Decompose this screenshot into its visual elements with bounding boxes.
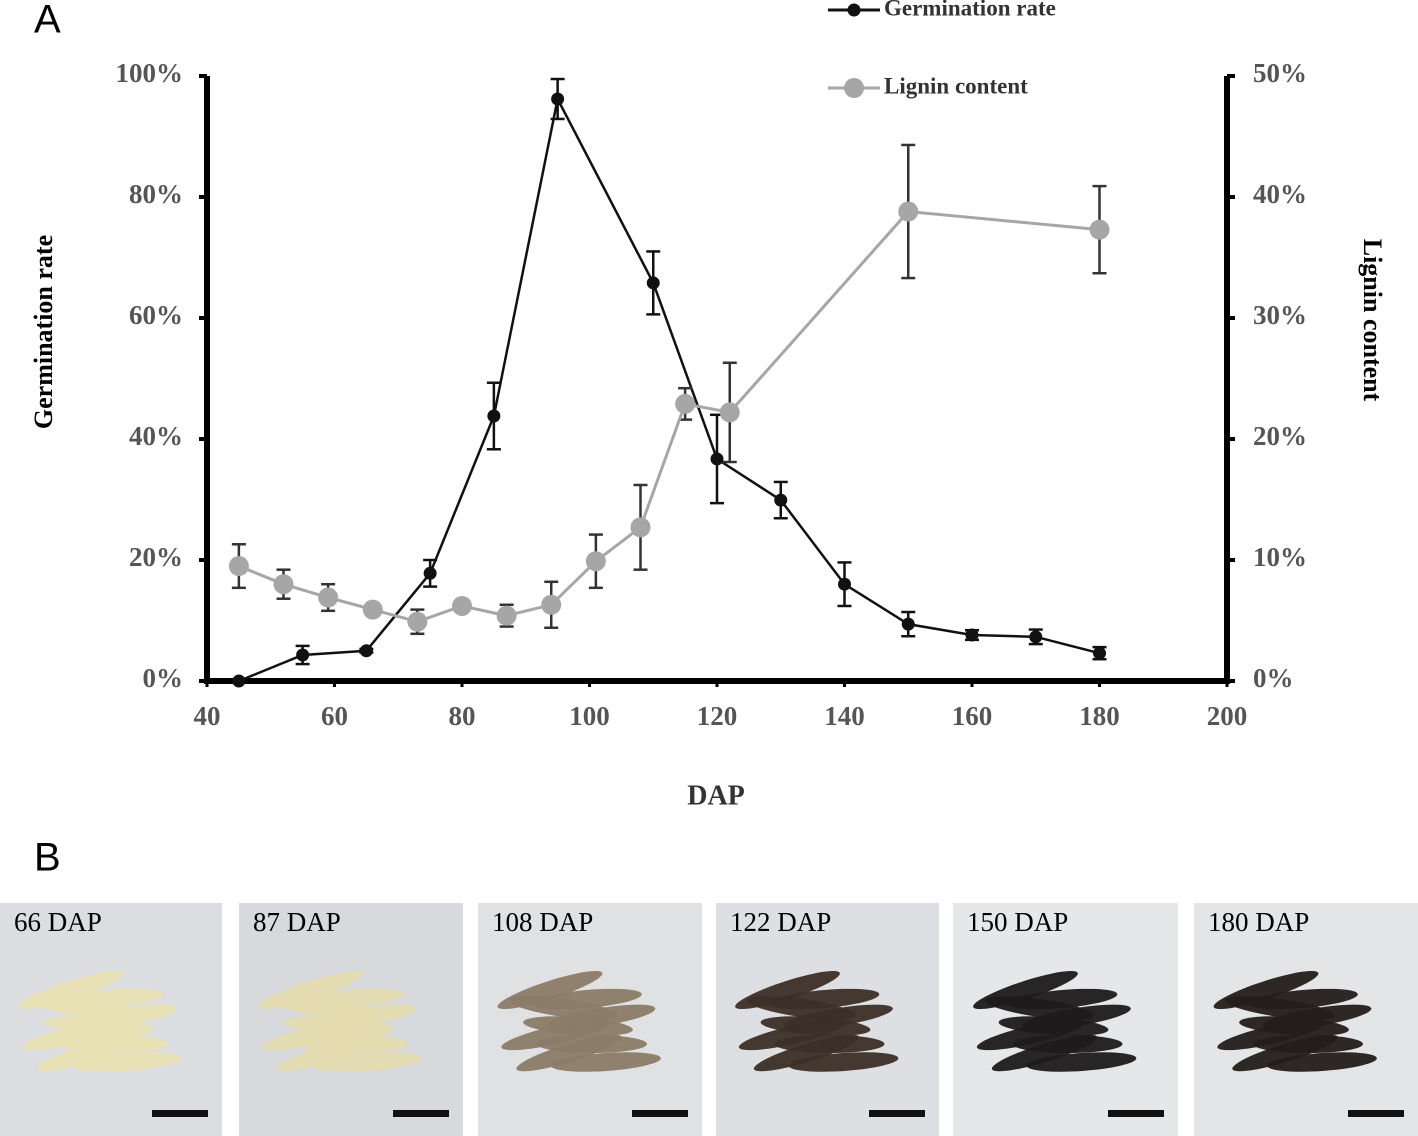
legend-label: Germination rate: [884, 0, 1056, 20]
data-point: [838, 577, 851, 591]
scale-bar: [152, 1110, 208, 1117]
x-tick-label: 200: [1207, 701, 1248, 731]
y2-tick-label: 0%: [1253, 663, 1294, 693]
x-tick-label: 40: [194, 701, 221, 731]
data-point: [630, 517, 651, 538]
data-point: [487, 409, 501, 423]
y2-tick-label: 50%: [1253, 58, 1307, 88]
y-tick-label: 60%: [129, 300, 183, 330]
y2-tick-label: 20%: [1253, 421, 1307, 451]
x-tick-label: 120: [697, 701, 738, 731]
data-point: [359, 644, 373, 658]
x-tick-label: 80: [449, 701, 476, 731]
seed: [991, 1034, 1098, 1072]
seed: [22, 1019, 130, 1051]
data-point: [541, 594, 562, 615]
seed: [277, 1034, 383, 1072]
seed: [1217, 1019, 1325, 1051]
photo-caption: 150 DAP: [967, 907, 1068, 937]
data-point: [496, 605, 517, 626]
x-tick-label: 100: [569, 701, 610, 731]
seed: [738, 1019, 847, 1051]
data-point: [318, 587, 339, 608]
x-axis-label: DAP: [687, 780, 745, 811]
y-tick-label: 100%: [116, 58, 184, 88]
y2-tick-label: 10%: [1253, 542, 1307, 572]
data-point: [407, 611, 428, 632]
seed: [1026, 1052, 1137, 1072]
seed: [753, 1034, 860, 1072]
y2-axis-label: Lignin content: [1358, 239, 1387, 402]
seed: [72, 1052, 182, 1072]
seed: [788, 1052, 899, 1072]
photo-caption: 122 DAP: [730, 907, 831, 937]
data-point: [675, 393, 696, 414]
seed: [976, 1019, 1085, 1051]
y-tick-label: 40%: [129, 421, 183, 451]
y-axis-label: Germination rate: [29, 235, 58, 429]
data-point: [646, 276, 660, 290]
data-point: [719, 402, 740, 423]
data-point: [585, 551, 606, 572]
legend-label: Lignin content: [884, 73, 1028, 98]
photo-caption: 180 DAP: [1208, 907, 1309, 937]
data-point: [232, 674, 246, 688]
data-point: [228, 556, 249, 577]
scale-bar: [393, 1110, 449, 1117]
data-point: [423, 566, 437, 580]
data-point: [1029, 630, 1043, 644]
data-point: [1089, 219, 1110, 240]
seed: [37, 1034, 143, 1072]
seed: [1267, 1052, 1377, 1072]
scale-bar: [1348, 1110, 1404, 1117]
seed: [501, 1019, 609, 1051]
y-tick-label: 0%: [143, 663, 184, 693]
data-point: [362, 599, 383, 620]
x-tick-label: 140: [824, 701, 865, 731]
x-tick-label: 180: [1079, 701, 1120, 731]
series-line: [238, 209, 1100, 624]
data-point: [296, 648, 310, 662]
y2-tick-label: 30%: [1253, 300, 1307, 330]
data-point: [1093, 646, 1106, 660]
data-point: [710, 452, 724, 466]
data-point: [774, 493, 788, 507]
seed: [1232, 1034, 1338, 1072]
series-line: [238, 95, 1100, 683]
data-point: [901, 617, 915, 631]
panel-label: B: [34, 836, 61, 880]
data-point: [551, 92, 565, 106]
y2-tick-label: 40%: [1253, 179, 1307, 209]
data-point: [452, 595, 472, 616]
photo-caption: 66 DAP: [14, 907, 102, 937]
seed: [516, 1034, 622, 1072]
photo-caption: 87 DAP: [253, 907, 341, 937]
y-tick-label: 20%: [129, 542, 183, 572]
seed: [262, 1019, 370, 1051]
data-point: [273, 574, 294, 595]
x-tick-label: 160: [952, 701, 993, 731]
scale-bar: [869, 1110, 925, 1117]
panel-label: A: [34, 0, 61, 42]
legend-marker: [847, 3, 861, 17]
scale-bar: [1108, 1110, 1164, 1117]
data-point: [965, 628, 979, 642]
data-point: [898, 201, 919, 222]
y-tick-label: 80%: [129, 179, 183, 209]
scale-bar: [632, 1110, 688, 1117]
photo-caption: 108 DAP: [492, 907, 593, 937]
seed: [551, 1052, 661, 1072]
legend-marker: [844, 78, 864, 98]
seed: [312, 1052, 422, 1072]
x-tick-label: 60: [321, 701, 348, 731]
